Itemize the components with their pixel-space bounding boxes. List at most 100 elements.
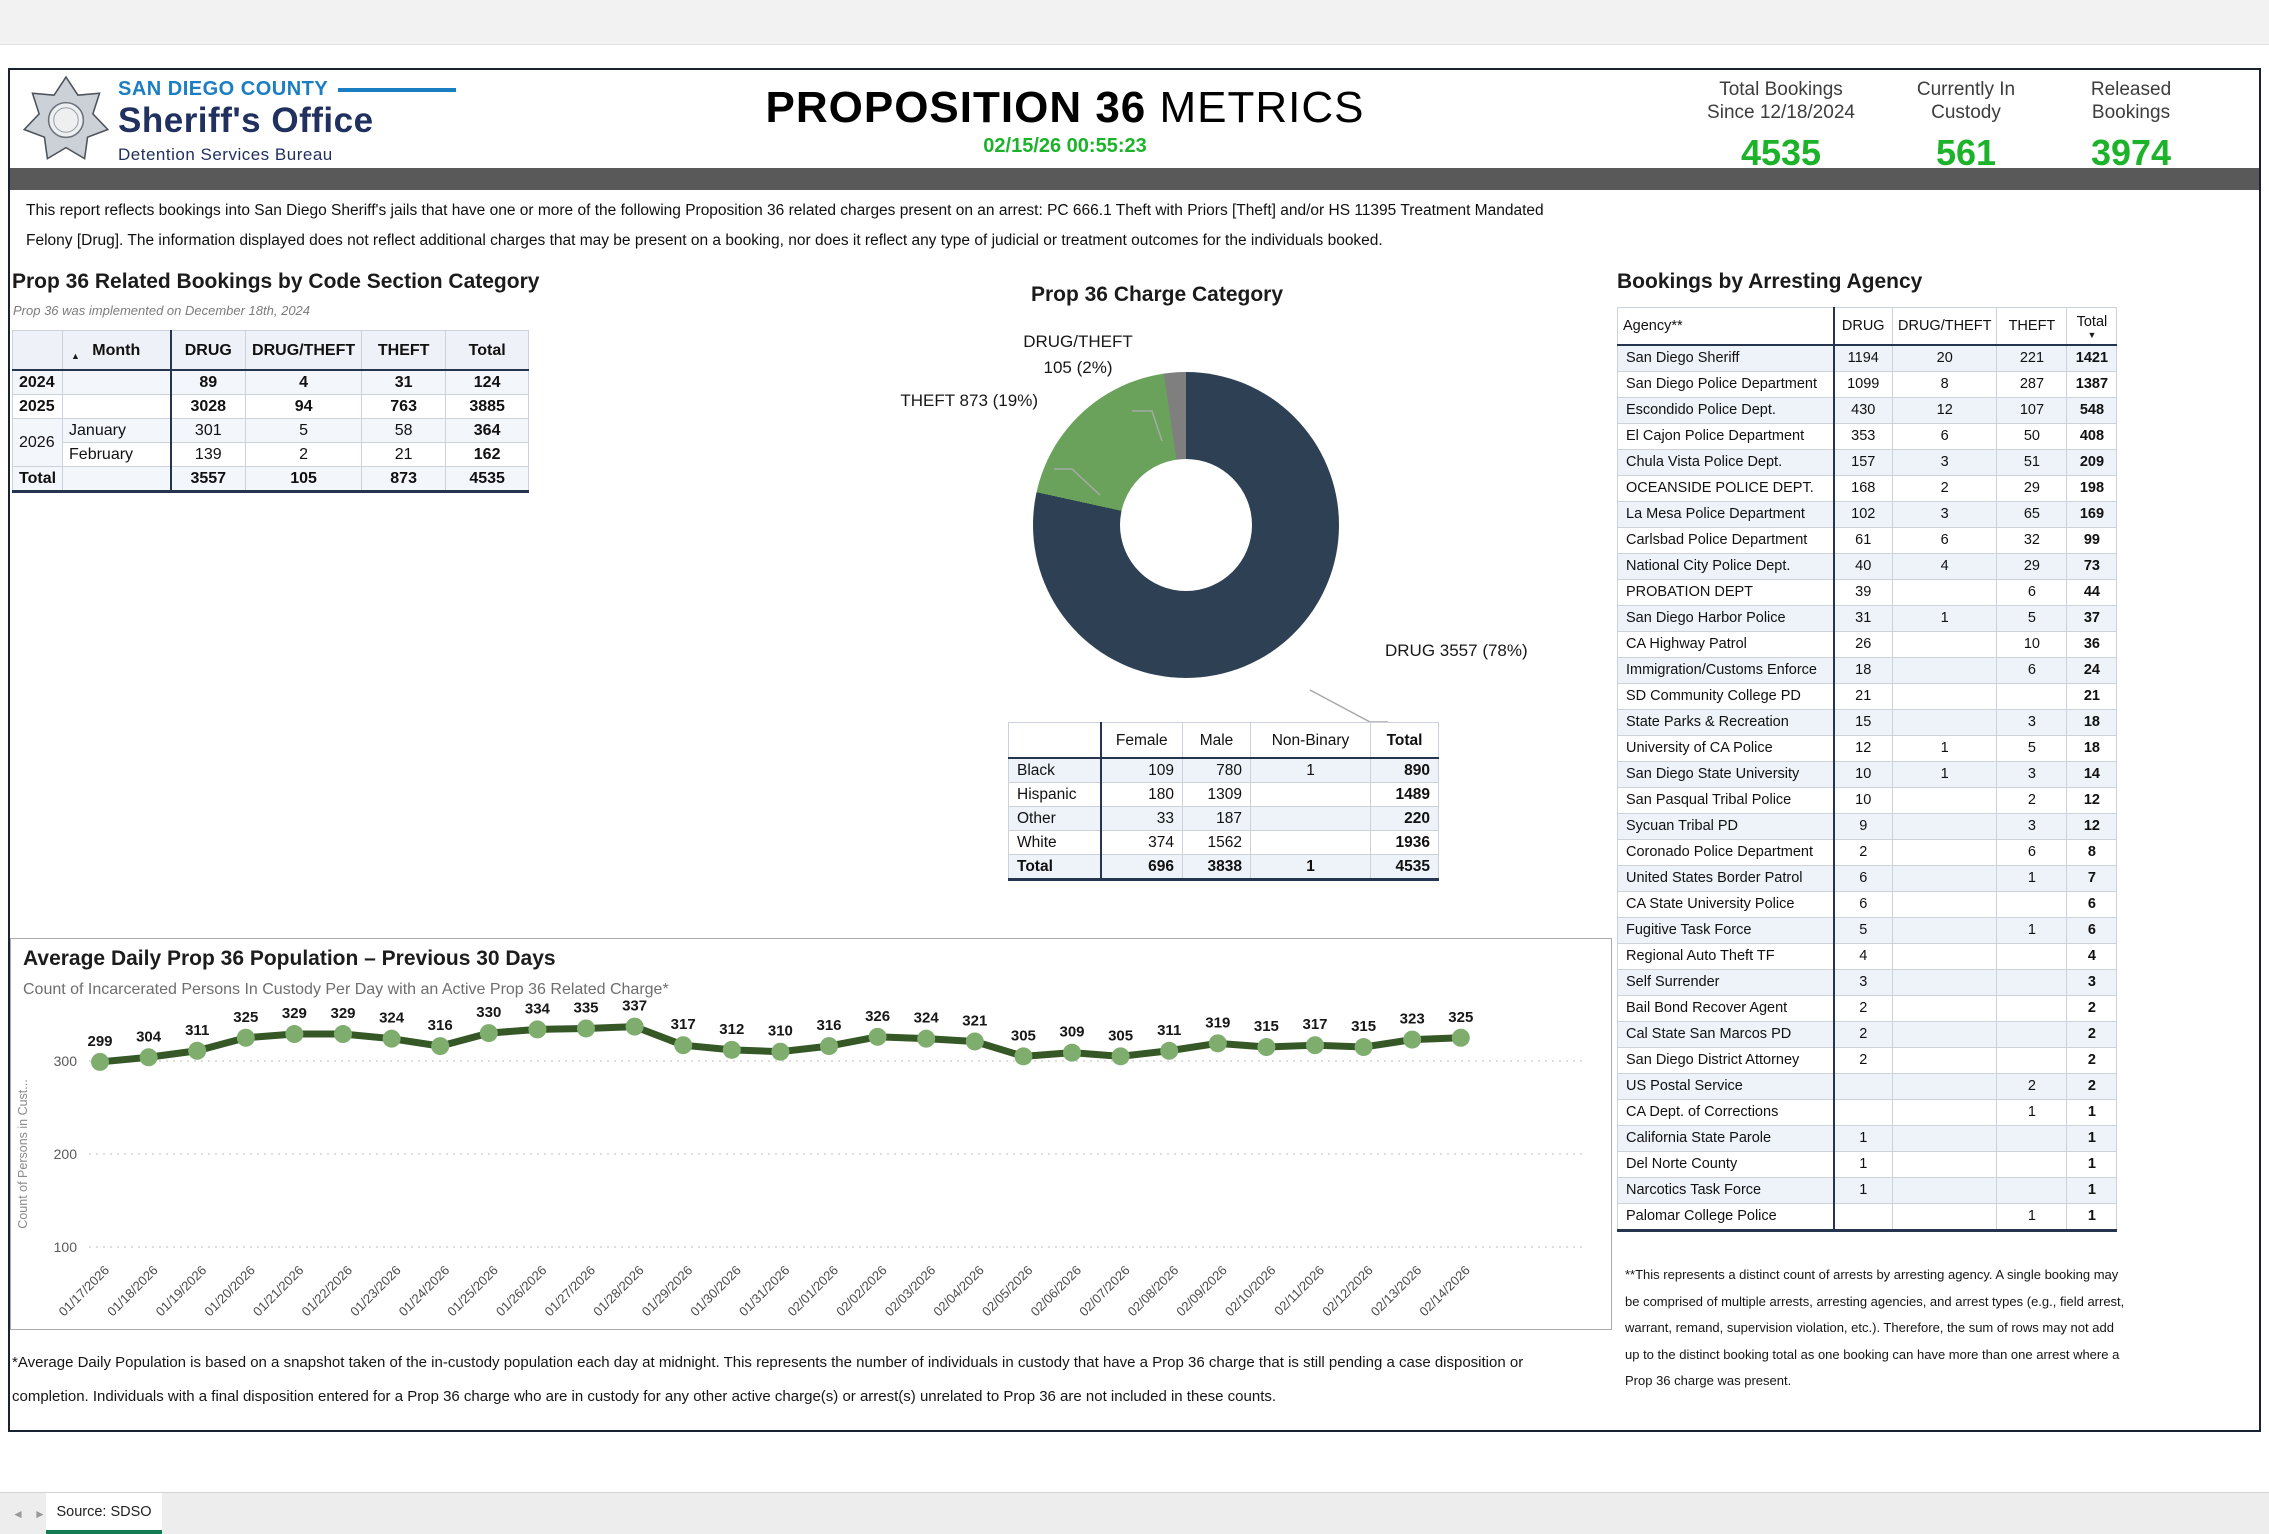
demo-row: Other 33 187 220 [1008,806,1439,831]
agency-row: San Diego State University 10 1 3 14 [1617,761,2118,788]
code-year-cell: 2026 [11,418,64,467]
svg-text:02/02/2026: 02/02/2026 [833,1263,890,1320]
agency-value-cell: 73 [2066,553,2118,580]
agency-value-cell: 2 [1832,1047,1893,1074]
code-month-cell [62,394,172,419]
agency-row: Chula Vista Police Dept. 157 3 51 209 [1617,449,2118,476]
demo-total-cell: 1936 [1370,830,1439,855]
agency-value-cell [1891,683,1998,710]
agency-value-cell: 2 [2066,995,2118,1022]
agency-value-cell [1891,1151,1998,1178]
donut-label-line1: DRUG/THEFT [1023,332,1133,351]
agency-value-cell: 18 [1832,657,1893,684]
agency-value-cell: 353 [1832,423,1893,450]
agency-header-drug-theft: DRUG/THEFT [1891,307,1998,346]
stat-value: 4535 [1740,132,1822,173]
agency-row: CA Dept. of Corrections 1 1 [1617,1099,2118,1126]
stat-label-line2: Bookings [2091,102,2171,123]
demo-label-cell: Black [1008,757,1102,783]
agency-row: Narcotics Task Force 1 1 [1617,1177,2118,1204]
agency-value-cell: 50 [1996,423,2068,450]
agency-value-cell: 3 [1996,813,2068,840]
svg-text:309: 309 [1059,1024,1084,1041]
agency-value-cell: 1387 [2066,371,2118,398]
svg-text:01/23/2026: 01/23/2026 [347,1263,404,1320]
code-value-cell: 139 [169,442,247,467]
demo-female-cell: 33 [1100,806,1183,831]
charge-category-donut-chart[interactable] [1033,372,1339,678]
agency-value-cell: 6 [1832,891,1893,918]
agency-value-cell [1891,813,1998,840]
code-month-cell [62,369,172,395]
demo-male-cell: 1309 [1182,782,1251,807]
agency-name-cell: Carlsbad Police Department [1617,527,1834,554]
agency-value-cell: 1 [1832,1177,1893,1204]
agency-value-cell: 1 [1832,1125,1893,1152]
donut-label-line2: 105 (2%) [1043,358,1113,377]
nav-next-icon[interactable]: ► [34,1506,46,1521]
browser-top-strip [0,0,2269,45]
sort-descending-icon[interactable]: ▼ [2087,329,2097,340]
svg-text:02/10/2026: 02/10/2026 [1222,1263,1279,1320]
agency-row: Escondido Police Dept. 430 12 107 548 [1617,397,2118,424]
agency-value-cell: 29 [1996,553,2068,580]
sort-ascending-icon[interactable]: ▲ [71,351,80,361]
divider-band [10,168,2259,190]
agency-row: Self Surrender 3 3 [1617,969,2118,996]
demo-label-cell: Total [1008,854,1102,881]
agency-name-cell: La Mesa Police Department [1617,501,1834,528]
agency-value-cell: 1 [2066,1203,2118,1232]
svg-text:01/24/2026: 01/24/2026 [396,1263,453,1320]
svg-text:01/29/2026: 01/29/2026 [639,1263,696,1320]
svg-text:329: 329 [282,1005,307,1022]
daily-population-panel: Average Daily Prop 36 Population – Previ… [10,938,1612,1330]
tab-source-sdso[interactable]: Source: SDSO [46,1493,162,1534]
svg-text:299: 299 [87,1033,112,1050]
agency-value-cell: 21 [2066,683,2118,710]
agency-row: Carlsbad Police Department 61 6 32 99 [1617,527,2118,554]
agency-name-cell: Escondido Police Dept. [1617,397,1834,424]
svg-text:311: 311 [185,1022,209,1039]
svg-text:315: 315 [1351,1018,1376,1035]
brand-rule [338,87,457,92]
agency-row: CA State University Police 6 6 [1617,891,2118,918]
svg-text:315: 315 [1254,1018,1279,1035]
report-canvas: SAN DIEGO COUNTY Sheriff's Office Detent… [8,68,2261,1432]
svg-text:02/01/2026: 02/01/2026 [784,1263,841,1320]
charge-category-title: Prop 36 Charge Category [1030,283,1284,306]
code-value-cell: 162 [445,442,530,467]
svg-text:Count of Persons in Cust...: Count of Persons in Cust... [16,1079,30,1228]
line-chart-title: Average Daily Prop 36 Population – Previ… [23,947,556,970]
demographics-table: Female Male Non-Binary Total Black 109 780 1 890… [1008,722,1439,881]
agency-value-cell [1891,657,1998,684]
agency-name-cell: San Diego District Attorney [1617,1047,1834,1074]
agency-name-cell: University of CA Police [1617,735,1834,762]
agency-value-cell: 3 [1996,761,2068,788]
svg-text:02/12/2026: 02/12/2026 [1319,1263,1376,1320]
agency-value-cell: 5 [1996,605,2068,632]
svg-text:01/28/2026: 01/28/2026 [590,1263,647,1320]
code-value-cell: 21 [361,442,447,467]
svg-text:304: 304 [136,1028,162,1045]
demo-male-cell: 780 [1182,757,1251,783]
agency-section-title: Bookings by Arresting Agency [1617,270,1923,293]
agency-value-cell [1891,1021,1998,1048]
agency-value-cell: 1 [2066,1125,2118,1152]
code-value-cell: 124 [445,369,530,395]
agency-value-cell: 26 [1832,631,1893,658]
agency-value-cell: 1 [1891,605,1998,632]
agency-value-cell: 12 [2066,787,2118,814]
agency-value-cell: 14 [2066,761,2118,788]
agency-row: San Diego Sheriff 1194 20 221 1421 [1617,344,2118,372]
agency-value-cell [1891,1073,1998,1100]
code-value-cell: 58 [361,418,447,443]
agency-value-cell: 40 [1832,553,1893,580]
agency-value-cell: 20 [1891,344,1998,372]
agency-value-cell: 21 [1832,683,1893,710]
code-value-cell: 4535 [445,466,530,493]
agency-row: San Diego District Attorney 2 2 [1617,1047,2118,1074]
agency-value-cell: 1194 [1832,344,1893,372]
agency-value-cell: 1 [1996,1203,2068,1232]
nav-prev-icon[interactable]: ◄ [12,1506,24,1521]
daily-population-line-chart[interactable]: 300 200 100 Count of Persons in Cust... 299 0… [13,991,1603,1325]
